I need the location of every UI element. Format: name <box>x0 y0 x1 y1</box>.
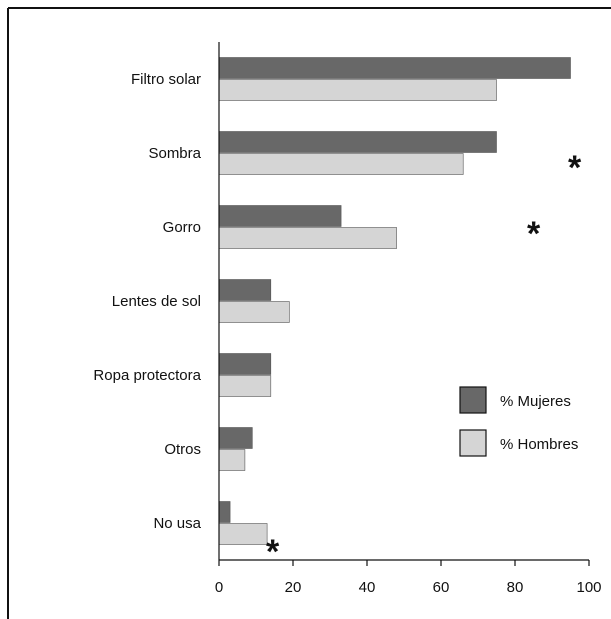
legend-label: % Hombres <box>500 436 578 453</box>
legend-swatch-mujeres <box>459 386 487 414</box>
x-tick-label: 100 <box>576 579 601 596</box>
category-label: Filtro solar <box>131 71 201 88</box>
x-tick-label: 60 <box>433 579 450 596</box>
bar-hombres <box>218 375 272 397</box>
category-label: Gorro <box>163 219 201 236</box>
bar-mujeres <box>218 279 272 301</box>
bar-hombres <box>218 523 268 545</box>
bar-hombres <box>218 227 397 249</box>
bar-mujeres <box>218 57 571 79</box>
category-label: Sombra <box>148 145 201 162</box>
bar-mujeres <box>218 427 253 449</box>
category-label: Otros <box>164 441 201 458</box>
bar-hombres <box>218 153 464 175</box>
bar-hombres <box>218 79 497 101</box>
x-tick-label: 20 <box>285 579 302 596</box>
x-tick-label: 40 <box>359 579 376 596</box>
category-label: Lentes de sol <box>112 293 201 310</box>
legend: % Mujeres % Hombres <box>459 386 578 457</box>
bar-mujeres <box>218 131 497 153</box>
x-tick-label: 80 <box>507 579 524 596</box>
significance-asterisk: * <box>266 533 280 571</box>
legend-swatch-hombres <box>459 429 487 457</box>
legend-label: % Mujeres <box>500 393 571 410</box>
category-label: Ropa protectora <box>93 367 201 384</box>
bar-mujeres <box>218 205 342 227</box>
x-tick-label: 0 <box>215 579 223 596</box>
significance-asterisk: * <box>527 215 541 253</box>
category-labels: Filtro solar Sombra Gorro Lentes de sol Ropa… <box>93 71 201 532</box>
bar-mujeres <box>218 501 231 523</box>
category-label: No usa <box>153 515 201 532</box>
bars-group <box>218 57 571 545</box>
bar-hombres <box>218 449 246 471</box>
x-axis-ticks: 0 20 40 60 80 100 <box>215 560 602 596</box>
significance-asterisk: * <box>568 149 582 187</box>
bar-mujeres <box>218 353 272 375</box>
bar-hombres <box>218 301 290 323</box>
